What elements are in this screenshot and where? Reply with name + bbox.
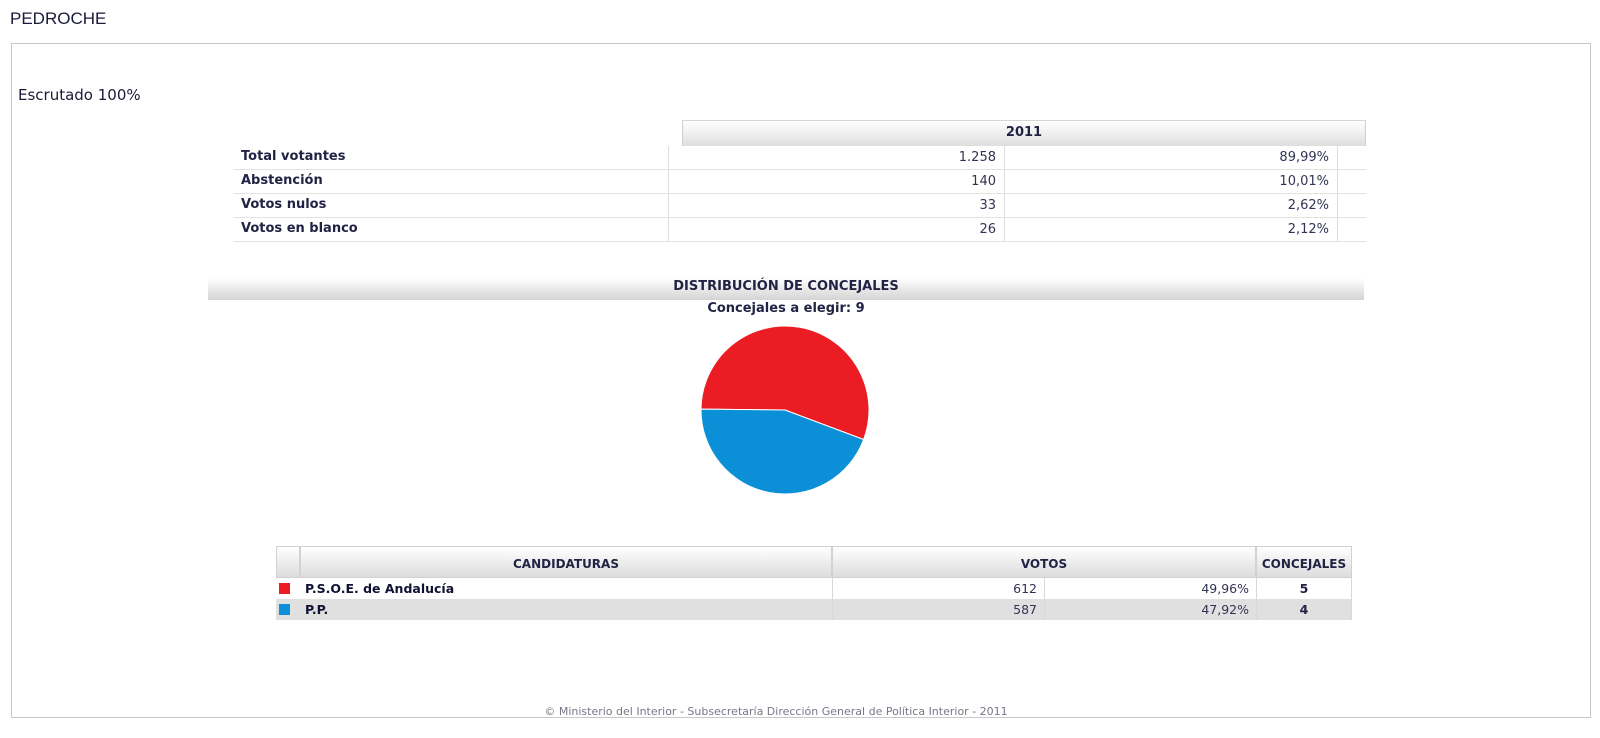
party-color-swatch [279, 583, 290, 594]
summary-table: 2011 Total votantes 1.258 89,99% Abstenc… [234, 120, 1366, 242]
party-name: P.S.O.E. de Andalucía [305, 581, 455, 596]
summary-label: Votos en blanco [241, 221, 358, 236]
party-color-swatch [279, 604, 290, 615]
seats-header: CONCEJALES [1256, 546, 1352, 578]
party-percent: 49,96% [1044, 578, 1256, 599]
candidate-row: P.S.O.E. de Andalucía 612 49,96% 5 [276, 578, 1352, 599]
summary-label: Votos nulos [241, 197, 327, 212]
seats-to-elect: Concejales a elegir: 9 [707, 301, 865, 316]
party-seats: 5 [1256, 578, 1352, 599]
summary-row: Total votantes 1.258 89,99% [234, 146, 1366, 170]
summary-row: Abstención 140 10,01% [234, 170, 1366, 194]
summary-row: Votos en blanco 26 2,12% [234, 218, 1366, 242]
votes-header: VOTOS [832, 546, 1256, 578]
year-header: 2011 [682, 120, 1366, 146]
summary-value: 26 [668, 218, 1004, 241]
pie-slice-pp [700, 408, 865, 495]
party-header: CANDIDATURAS [300, 546, 832, 578]
footer: © Ministerio del Interior - Subsecretarí… [544, 705, 1008, 718]
summary-percent: 2,62% [1004, 194, 1338, 217]
summary-percent: 89,99% [1004, 146, 1338, 169]
summary-value: 33 [668, 194, 1004, 217]
summary-percent: 10,01% [1004, 170, 1338, 193]
candidates-table: CANDIDATURAS VOTOS CONCEJALES P.S.O.E. d… [276, 546, 1352, 620]
summary-row: Votos nulos 33 2,62% [234, 194, 1366, 218]
party-votes: 587 [832, 599, 1044, 620]
party-seats: 4 [1256, 599, 1352, 620]
swatch-header [276, 546, 300, 578]
scrutiny-status: Escrutado 100% [18, 86, 141, 104]
summary-value: 1.258 [668, 146, 1004, 169]
summary-label: Abstención [241, 173, 323, 188]
summary-value: 140 [668, 170, 1004, 193]
candidate-row: P.P. 587 47,92% 4 [276, 599, 1352, 620]
party-percent: 47,92% [1044, 599, 1256, 620]
party-votes: 612 [832, 578, 1044, 599]
summary-percent: 2,12% [1004, 218, 1338, 241]
pie-slice-psoe [700, 325, 870, 441]
summary-label: Total votantes [241, 149, 346, 164]
party-name: P.P. [305, 602, 329, 617]
seats-pie-chart [700, 325, 870, 495]
page-title: PEDROCHE [10, 9, 107, 28]
distribution-title: DISTRIBUCIÓN DE CONCEJALES [208, 278, 1364, 300]
